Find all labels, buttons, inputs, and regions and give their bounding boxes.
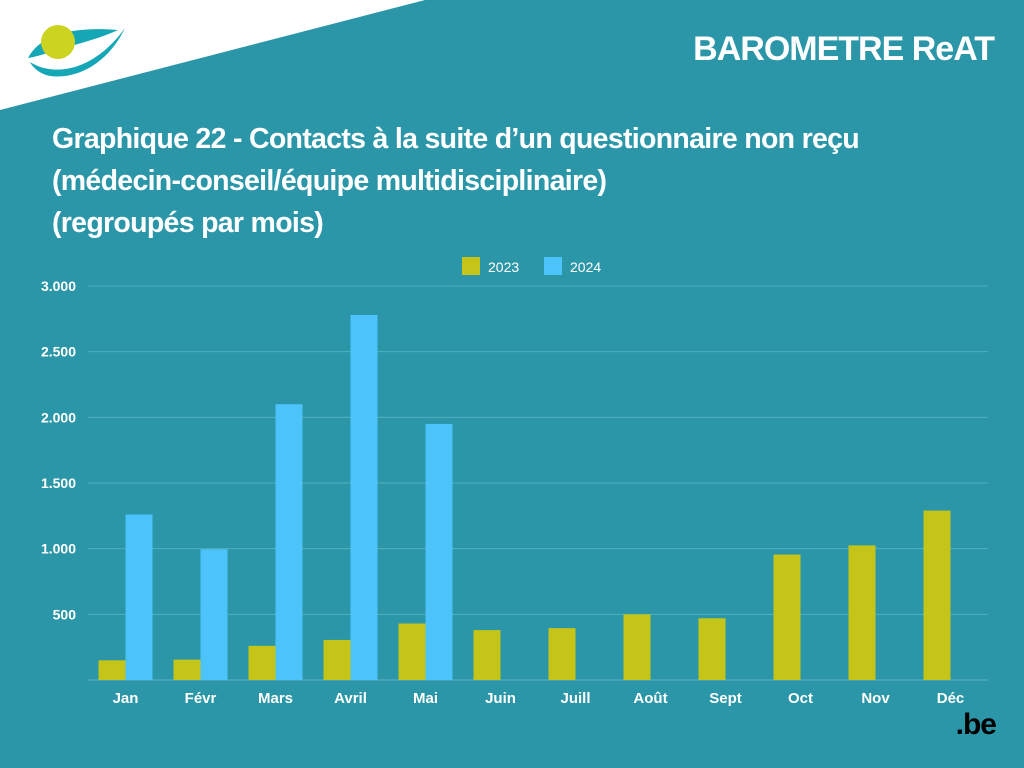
chart-title-line-3: (regroupés par mois) [52,207,324,239]
x-tick-label: Juin [485,690,516,707]
logo-lower-swoosh [30,28,125,77]
bar-2023-5 [473,630,501,680]
x-tick-label: Juill [560,690,590,707]
y-tick-label: 3.000 [41,278,76,294]
legend-swatch-2023 [462,257,480,275]
bar-2023-11 [923,510,951,680]
corner-logo-panel [0,0,425,110]
x-axis-ticks: Jan Févr Mars Avril Mai Juin Juill Août Sept Oct N… [113,690,965,707]
bar-2023-2 [248,645,276,680]
logo-sun-icon [41,25,75,59]
bar-2024-0 [125,514,153,680]
y-tick-label: 500 [53,606,77,622]
bar-2024-3 [350,314,378,680]
x-tick-label: Août [633,690,667,707]
grid-lines [88,285,988,681]
bar-2023-3 [323,639,351,680]
x-tick-label: Sept [709,690,742,707]
bar-2024-1 [200,549,228,680]
bar-2024-4 [425,423,453,680]
bar-2023-10 [848,545,876,680]
bar-2023-7 [623,614,651,680]
y-tick-label: 1.000 [41,541,76,557]
chart-title: Graphique 22 - Contacts à la suite d’un … [52,118,992,244]
x-tick-label: Févr [185,690,217,707]
bar-chart: 500 1.000 1.500 2.000 2.500 3.000 Jan Févr Mars… [41,257,988,707]
legend-label-2023: 2023 [488,259,519,275]
bar-2023-6 [548,628,576,680]
bar-2023-1 [173,659,201,680]
bar-2023-0 [98,660,126,680]
x-tick-label: Oct [788,690,813,707]
x-tick-label: Avril [334,690,367,707]
chart-title-line-2: (médecin-conseil/équipe multidisciplinai… [52,165,607,197]
be-logo: .be [955,708,997,742]
y-tick-label: 2.500 [41,344,76,360]
bar-2023-4 [398,623,426,680]
x-tick-label: Déc [937,690,965,707]
legend-label-2024: 2024 [570,259,601,275]
x-tick-label: Nov [861,690,890,707]
x-tick-label: Mars [258,690,293,707]
y-axis-ticks: 500 1.000 1.500 2.000 2.500 3.000 [41,278,76,622]
y-tick-label: 2.000 [41,409,76,425]
bar-2024-2 [275,404,303,680]
brand-title: BAROMETRE ReAT [693,30,995,68]
legend: 2023 2024 [462,257,601,275]
x-tick-label: Mai [413,690,438,707]
y-tick-label: 1.500 [41,475,76,491]
chart-title-line-1: Graphique 22 - Contacts à la suite d’un … [52,123,860,155]
be-logo-text: .be [955,708,997,741]
legend-swatch-2024 [544,257,562,275]
white-corner-shape [0,0,425,110]
x-tick-label: Jan [113,690,139,707]
bars [98,314,951,680]
bar-2023-8 [698,618,726,680]
bar-2023-9 [773,554,801,680]
